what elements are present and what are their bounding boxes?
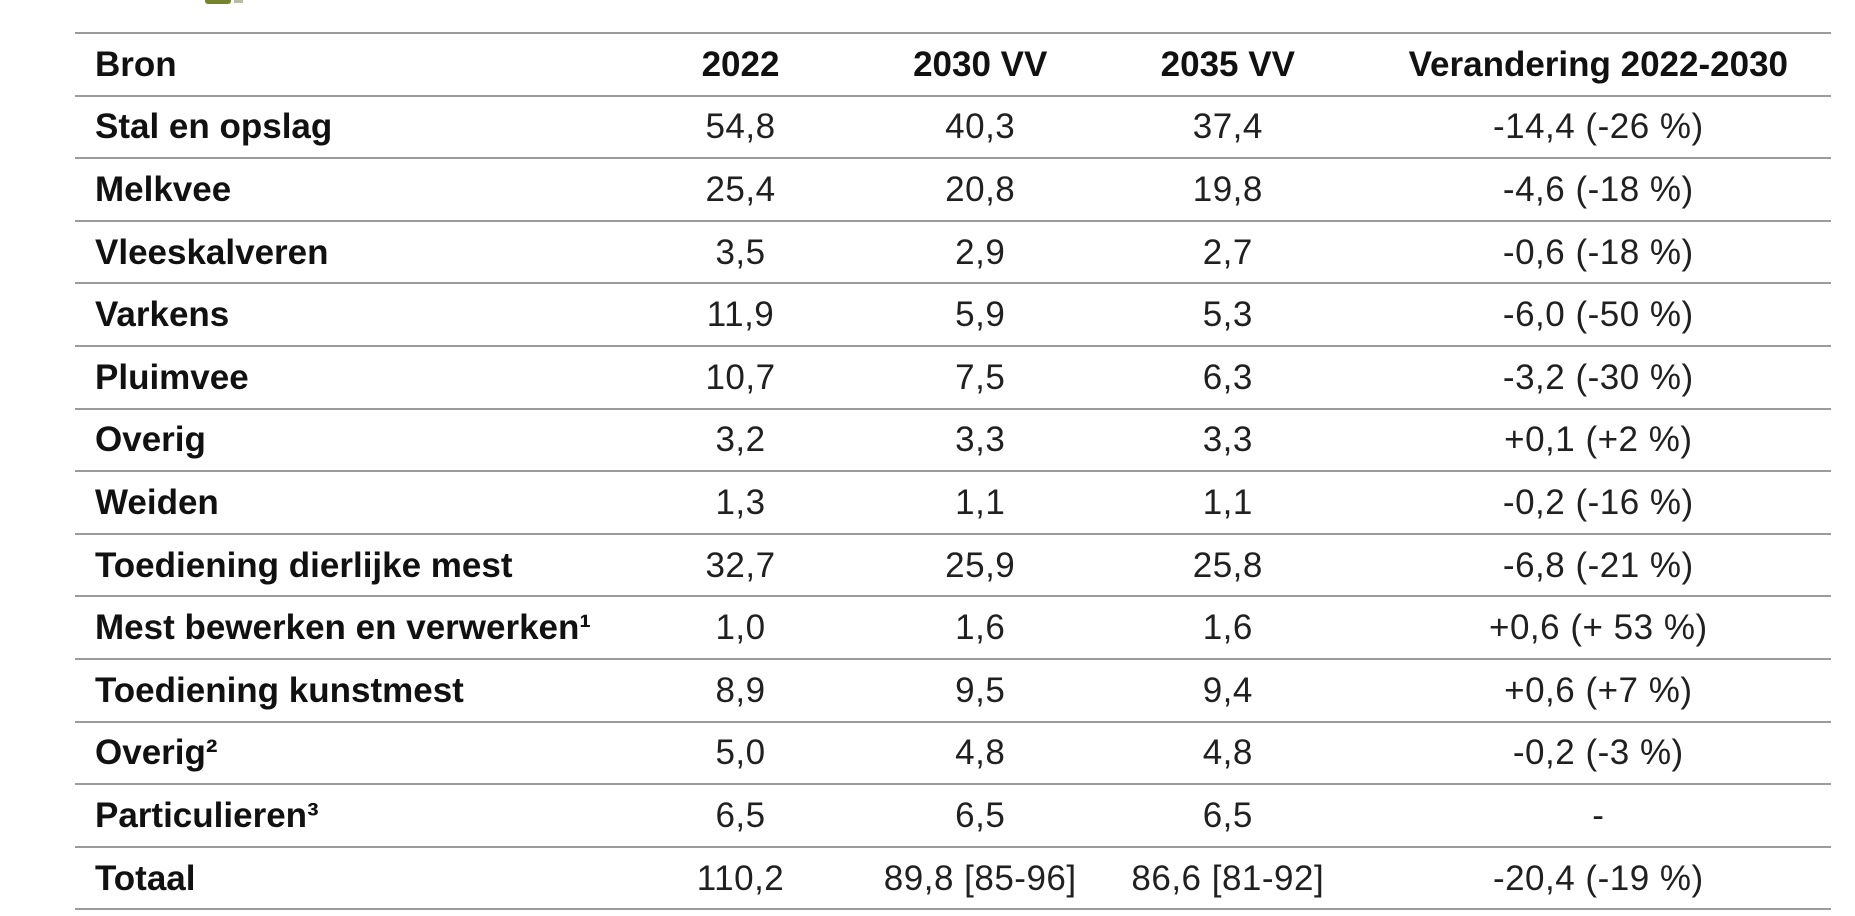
- cell-y2035vv: 86,6 [81-92]: [1131, 858, 1325, 898]
- cell-y2035vv: 6,5: [1202, 795, 1253, 835]
- cell-y2022: 110,2: [696, 858, 785, 898]
- cell-verandering: -0,2 (-16 %): [1502, 482, 1694, 522]
- cell-y2022: 54,8: [705, 107, 776, 147]
- cell-y2022: 1,3: [715, 482, 766, 522]
- table-row: Pluimvee 10,7 7,5 6,3 -3,2 (-30 %): [75, 345, 1831, 409]
- cell-y2022: 3,5: [715, 232, 766, 272]
- cell-y2030vv: 40,3: [945, 107, 1016, 147]
- cell-verandering: -6,0 (-50 %): [1502, 295, 1694, 335]
- cell-y2030vv: 1,1: [955, 482, 1006, 522]
- cell-verandering: -: [1592, 795, 1605, 835]
- cell-y2035vv: 3,3: [1202, 420, 1253, 460]
- table-row: Toediening kunstmest 8,9 9,5 9,4 +0,6 (+7 %): [75, 658, 1831, 722]
- cell-verandering: -0,6 (-18 %): [1502, 232, 1694, 272]
- table-row: Weiden 1,3 1,1 1,1 -0,2 (-16 %): [75, 471, 1831, 534]
- cell-y2022: 11,9: [706, 295, 775, 335]
- cell-y2035vv: 19,8: [1192, 169, 1263, 209]
- cell-verandering: +0,6 (+7 %): [1504, 670, 1693, 710]
- column-header-y2030vv: 2030 VV: [913, 44, 1048, 84]
- table-row: Particulieren³ 6,5 6,5 6,5 -: [75, 784, 1831, 847]
- row-label: Toediening kunstmest: [95, 670, 464, 710]
- cell-verandering: -0,2 (-3 %): [1512, 733, 1684, 773]
- cell-y2030vv: 7,5: [955, 357, 1006, 397]
- cell-verandering: -14,4 (-26 %): [1492, 107, 1704, 147]
- cell-y2030vv: 2,9: [955, 232, 1006, 272]
- cell-y2022: 25,4: [705, 169, 776, 209]
- cell-y2030vv: 1,6: [955, 608, 1006, 648]
- cell-y2035vv: 5,3: [1202, 295, 1253, 335]
- emissions-by-source-table: Bron 2022 2030 VV 2035 VV Verandering 2022-2…: [75, 32, 1831, 911]
- cell-y2022: 5,0: [715, 733, 766, 773]
- cell-y2030vv: 9,5: [955, 670, 1006, 710]
- table-row: Stal en opslag 54,8 40,3 37,4 -14,4 (-26 %): [75, 95, 1831, 159]
- cell-y2030vv: 4,8: [955, 733, 1006, 773]
- table-row: Overig 3,2 3,3 3,3 +0,1 (+2 %): [75, 408, 1831, 472]
- cell-verandering: -20,4 (-19 %): [1492, 858, 1704, 898]
- row-label: Particulieren³: [95, 795, 319, 835]
- table-row: Vleeskalveren 3,5 2,9 2,7 -0,6 (-18 %): [75, 220, 1831, 284]
- cell-y2035vv: 4,8: [1202, 733, 1253, 773]
- table-header-row: Bron 2022 2030 VV 2035 VV Verandering 2022-2…: [75, 33, 1831, 96]
- cell-y2030vv: 89,8 [85-96]: [883, 858, 1077, 898]
- cell-verandering: +0,1 (+2 %): [1504, 420, 1693, 460]
- row-label: Weiden: [95, 482, 219, 522]
- cell-y2022: 32,7: [705, 545, 776, 585]
- table-row: Overig² 5,0 4,8 4,8 -0,2 (-3 %): [75, 721, 1831, 785]
- row-label: Toediening dierlijke mest: [95, 545, 513, 585]
- row-label: Totaal: [95, 858, 196, 898]
- row-label: Pluimvee: [95, 357, 249, 397]
- table-row: Varkens 11,9 5,9 5,3 -6,0 (-50 %): [75, 283, 1831, 346]
- cell-y2022: 10,7: [705, 357, 776, 397]
- cell-verandering: -4,6 (-18 %): [1502, 169, 1694, 209]
- cell-verandering: -3,2 (-30 %): [1502, 357, 1694, 397]
- cell-y2035vv: 1,1: [1202, 482, 1253, 522]
- row-label: Varkens: [95, 295, 230, 335]
- row-label: Mest bewerken en verwerken¹: [95, 608, 592, 648]
- cell-y2030vv: 6,5: [955, 795, 1006, 835]
- cropped-green-text-fragment: [205, 0, 231, 4]
- column-header-bron: Bron: [95, 44, 177, 84]
- column-header-verandering: Verandering 2022-2030: [1408, 44, 1789, 84]
- cell-y2030vv: 25,9: [945, 545, 1016, 585]
- table-row: Melkvee 25,4 20,8 19,8 -4,6 (-18 %): [75, 158, 1831, 221]
- table-row: Mest bewerken en verwerken¹ 1,0 1,6 1,6 +0,6…: [75, 596, 1831, 659]
- cell-y2030vv: 20,8: [945, 169, 1016, 209]
- row-label: Overig: [95, 420, 206, 460]
- cell-y2035vv: 37,4: [1192, 107, 1263, 147]
- cell-y2030vv: 5,9: [955, 295, 1006, 335]
- cell-y2022: 6,5: [715, 795, 766, 835]
- row-label: Overig²: [95, 733, 218, 773]
- row-label: Melkvee: [95, 169, 232, 209]
- column-header-y2035vv: 2035 VV: [1160, 44, 1295, 84]
- column-header-y2022: 2022: [701, 44, 780, 84]
- row-label: Vleeskalveren: [95, 232, 329, 272]
- cell-y2030vv: 3,3: [955, 420, 1006, 460]
- cell-y2022: 8,9: [715, 670, 766, 710]
- cell-y2035vv: 6,3: [1202, 357, 1253, 397]
- table-row: Toediening dierlijke mest 32,7 25,9 25,8 -6,…: [75, 533, 1831, 597]
- cell-y2022: 3,2: [715, 420, 766, 460]
- cell-y2022: 1,0: [715, 608, 766, 648]
- cell-y2035vv: 1,6: [1202, 608, 1253, 648]
- row-label: Stal en opslag: [95, 107, 333, 147]
- table-body: Stal en opslag 54,8 40,3 37,4 -14,4 (-26 %) M…: [75, 95, 1831, 910]
- cell-y2035vv: 25,8: [1192, 545, 1263, 585]
- cell-verandering: -6,8 (-21 %): [1502, 545, 1694, 585]
- cell-y2035vv: 9,4: [1202, 670, 1253, 710]
- cell-verandering: +0,6 (+ 53 %): [1489, 608, 1708, 648]
- table-row-total: Totaal 110,2 89,8 [85-96] 86,6 [81-92] -20,4…: [75, 846, 1831, 910]
- cropped-green-text-fragment-2: [234, 0, 243, 3]
- cell-y2035vv: 2,7: [1202, 232, 1253, 272]
